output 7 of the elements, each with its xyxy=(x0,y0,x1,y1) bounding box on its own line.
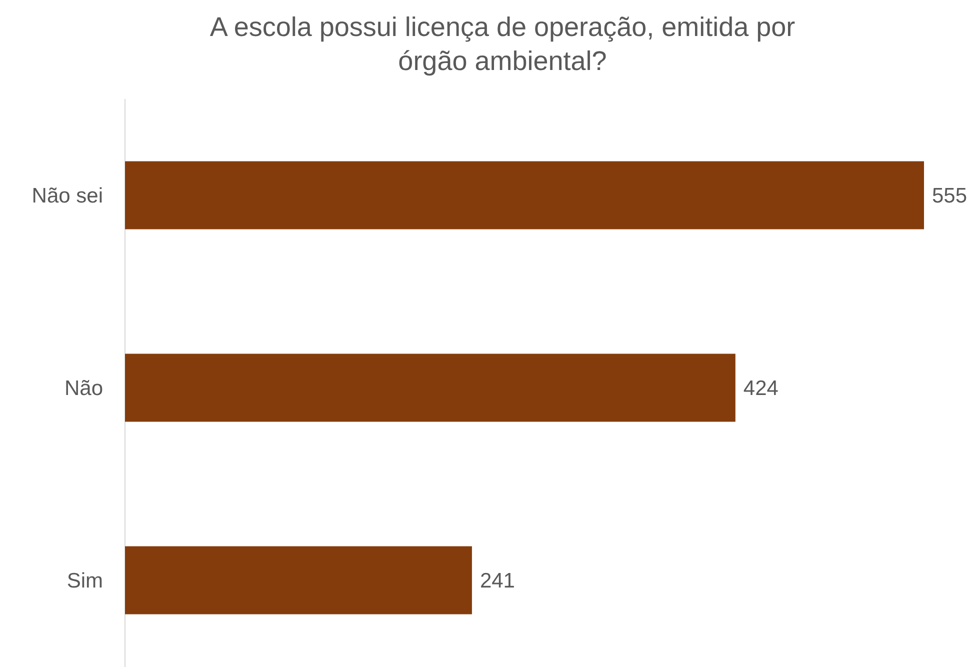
y-tick-label: Sim xyxy=(66,570,103,593)
data-label: 555 xyxy=(932,184,968,208)
y-tick-label: Não xyxy=(64,377,103,400)
y-tick-label: Não sei xyxy=(32,184,103,208)
data-label: 241 xyxy=(480,570,515,593)
data-label: 424 xyxy=(743,377,779,400)
chart-title: A escola possui licença de operação, emitida por órgão ambiental? xyxy=(210,12,796,76)
